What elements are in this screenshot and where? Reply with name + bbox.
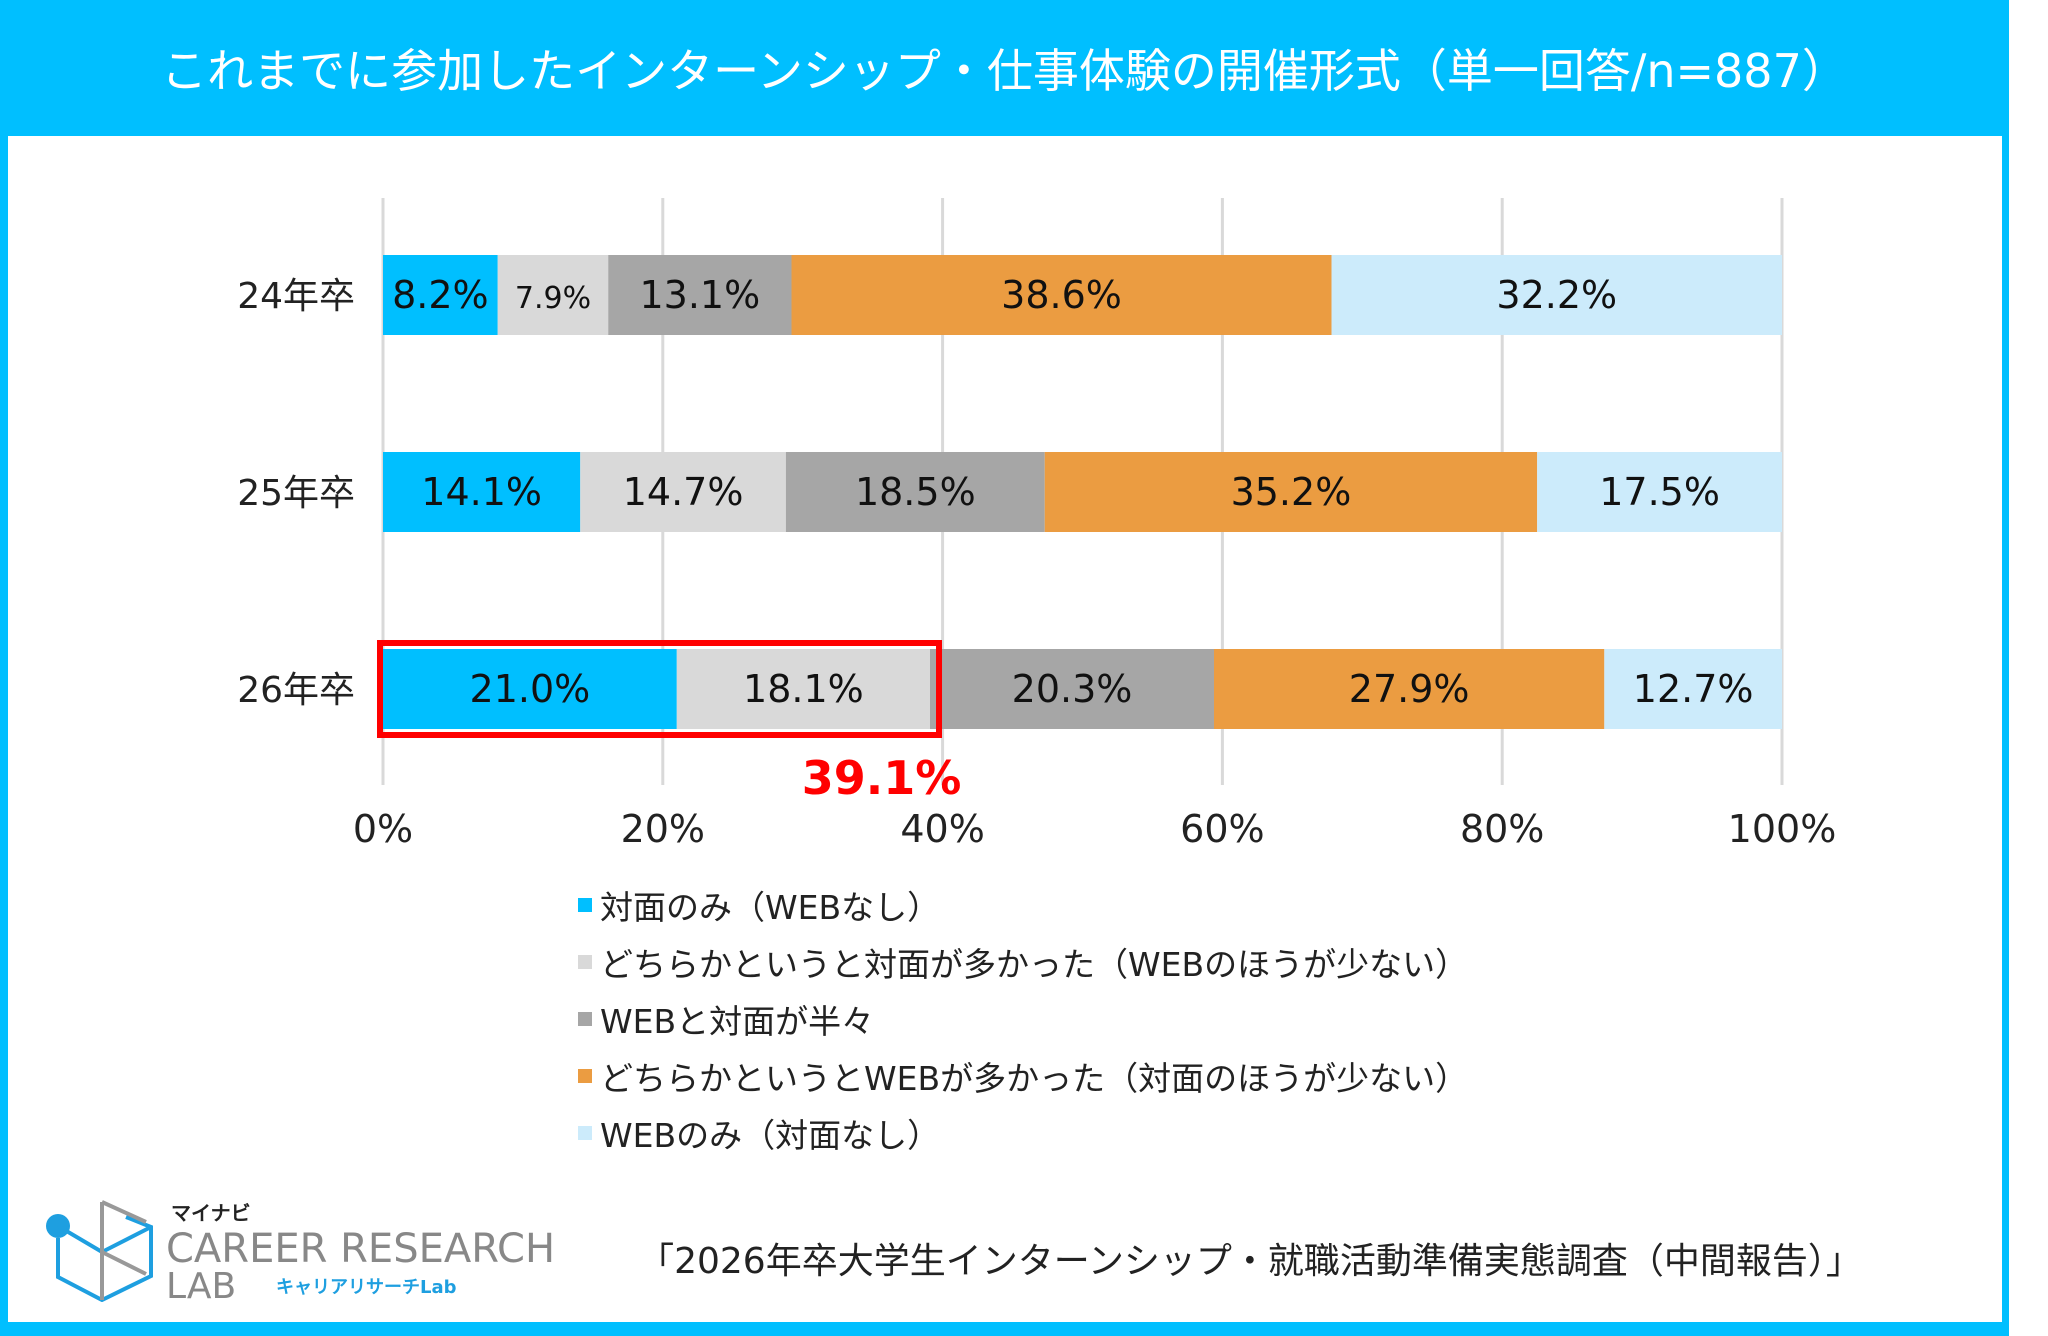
logo-line1: CAREER RESEARCH — [166, 1226, 555, 1272]
bar-segment — [580, 452, 786, 532]
data-label: 38.6% — [1001, 273, 1122, 317]
legend-label: WEBと対面が半々 — [600, 1001, 875, 1041]
bar-segment — [1044, 452, 1538, 532]
data-label: 20.3% — [1012, 667, 1133, 711]
bar-segment — [791, 255, 1332, 335]
data-label: 18.1% — [743, 667, 864, 711]
bar-segment — [1604, 649, 1782, 729]
legend-label: WEBのみ（対面なし） — [600, 1115, 941, 1155]
legend-swatch — [578, 954, 592, 969]
x-tick-label: 20% — [621, 807, 705, 851]
data-label: 17.5% — [1599, 470, 1720, 514]
logo-sub: キャリアリサーチLab — [276, 1277, 457, 1298]
bar-segment — [785, 452, 1045, 532]
legend-label: 対面のみ（WEBなし） — [600, 887, 941, 927]
bar-segment — [383, 649, 677, 729]
category-label: 25年卒 — [237, 473, 355, 514]
data-label: 21.0% — [470, 667, 591, 711]
highlight-total-label: 39.1% — [802, 751, 962, 805]
legend-label: どちらかというと対面が多かった（WEBのほうが少ない） — [600, 944, 1469, 984]
data-label: 13.1% — [640, 273, 761, 317]
bar-segment — [1537, 452, 1782, 532]
bar-segment — [383, 255, 498, 335]
bar-segment — [1214, 649, 1605, 729]
legend-swatch — [578, 1125, 592, 1140]
highlight-box — [377, 640, 943, 738]
data-label: 32.2% — [1496, 273, 1617, 317]
data-label: 35.2% — [1231, 470, 1352, 514]
legend-item: WEBのみ（対面なし） — [578, 1104, 1468, 1161]
category-label: 24年卒 — [237, 276, 355, 317]
source-note: 「2026年卒大学生インターンシップ・就職活動準備実態調査（中間報告）」 — [638, 1241, 1862, 1282]
bar-segment — [383, 452, 581, 532]
data-label: 18.5% — [855, 470, 976, 514]
data-label: 14.1% — [421, 470, 542, 514]
data-label: 27.9% — [1349, 667, 1470, 711]
data-label: 8.2% — [392, 273, 489, 317]
bar-segment — [608, 255, 792, 335]
legend-item: どちらかというとWEBが多かった（対面のほうが少ない） — [578, 1047, 1468, 1104]
bar-segment — [930, 649, 1215, 729]
x-tick-label: 40% — [900, 807, 984, 851]
logo-cube-icon — [46, 1200, 153, 1302]
x-tick-label: 60% — [1180, 807, 1264, 851]
legend-swatch — [578, 1068, 592, 1083]
chart-title: これまでに参加したインターンシップ・仕事体験の開催形式（単一回答/n=887） — [161, 44, 1848, 98]
legend-label: どちらかというとWEBが多かった（対面のほうが少ない） — [600, 1058, 1469, 1098]
bar-segment — [497, 255, 609, 335]
data-label: 14.7% — [623, 470, 744, 514]
bar-segment — [1331, 255, 1782, 335]
data-label: 7.9% — [515, 281, 591, 316]
x-tick-label: 0% — [353, 807, 413, 851]
legend-swatch — [578, 897, 592, 912]
career-research-lab-logo: マイナビ CAREER RESEARCH LAB キャリアリサーチLab — [46, 1200, 555, 1302]
legend-item: 対面のみ（WEBなし） — [578, 876, 1468, 933]
x-tick-label: 100% — [1728, 807, 1837, 851]
legend: 対面のみ（WEBなし） どちらかというと対面が多かった（WEBのほうが少ない） WE… — [578, 876, 1468, 1161]
legend-item: どちらかというと対面が多かった（WEBのほうが少ない） — [578, 933, 1468, 990]
legend-item: WEBと対面が半々 — [578, 990, 1468, 1047]
legend-swatch — [578, 1011, 592, 1026]
data-label: 12.7% — [1633, 667, 1754, 711]
x-tick-label: 80% — [1460, 807, 1544, 851]
logo-line2: LAB — [166, 1266, 236, 1302]
bar-segment — [676, 649, 931, 729]
logo-brand: マイナビ — [171, 1201, 251, 1225]
category-label: 26年卒 — [237, 670, 355, 711]
